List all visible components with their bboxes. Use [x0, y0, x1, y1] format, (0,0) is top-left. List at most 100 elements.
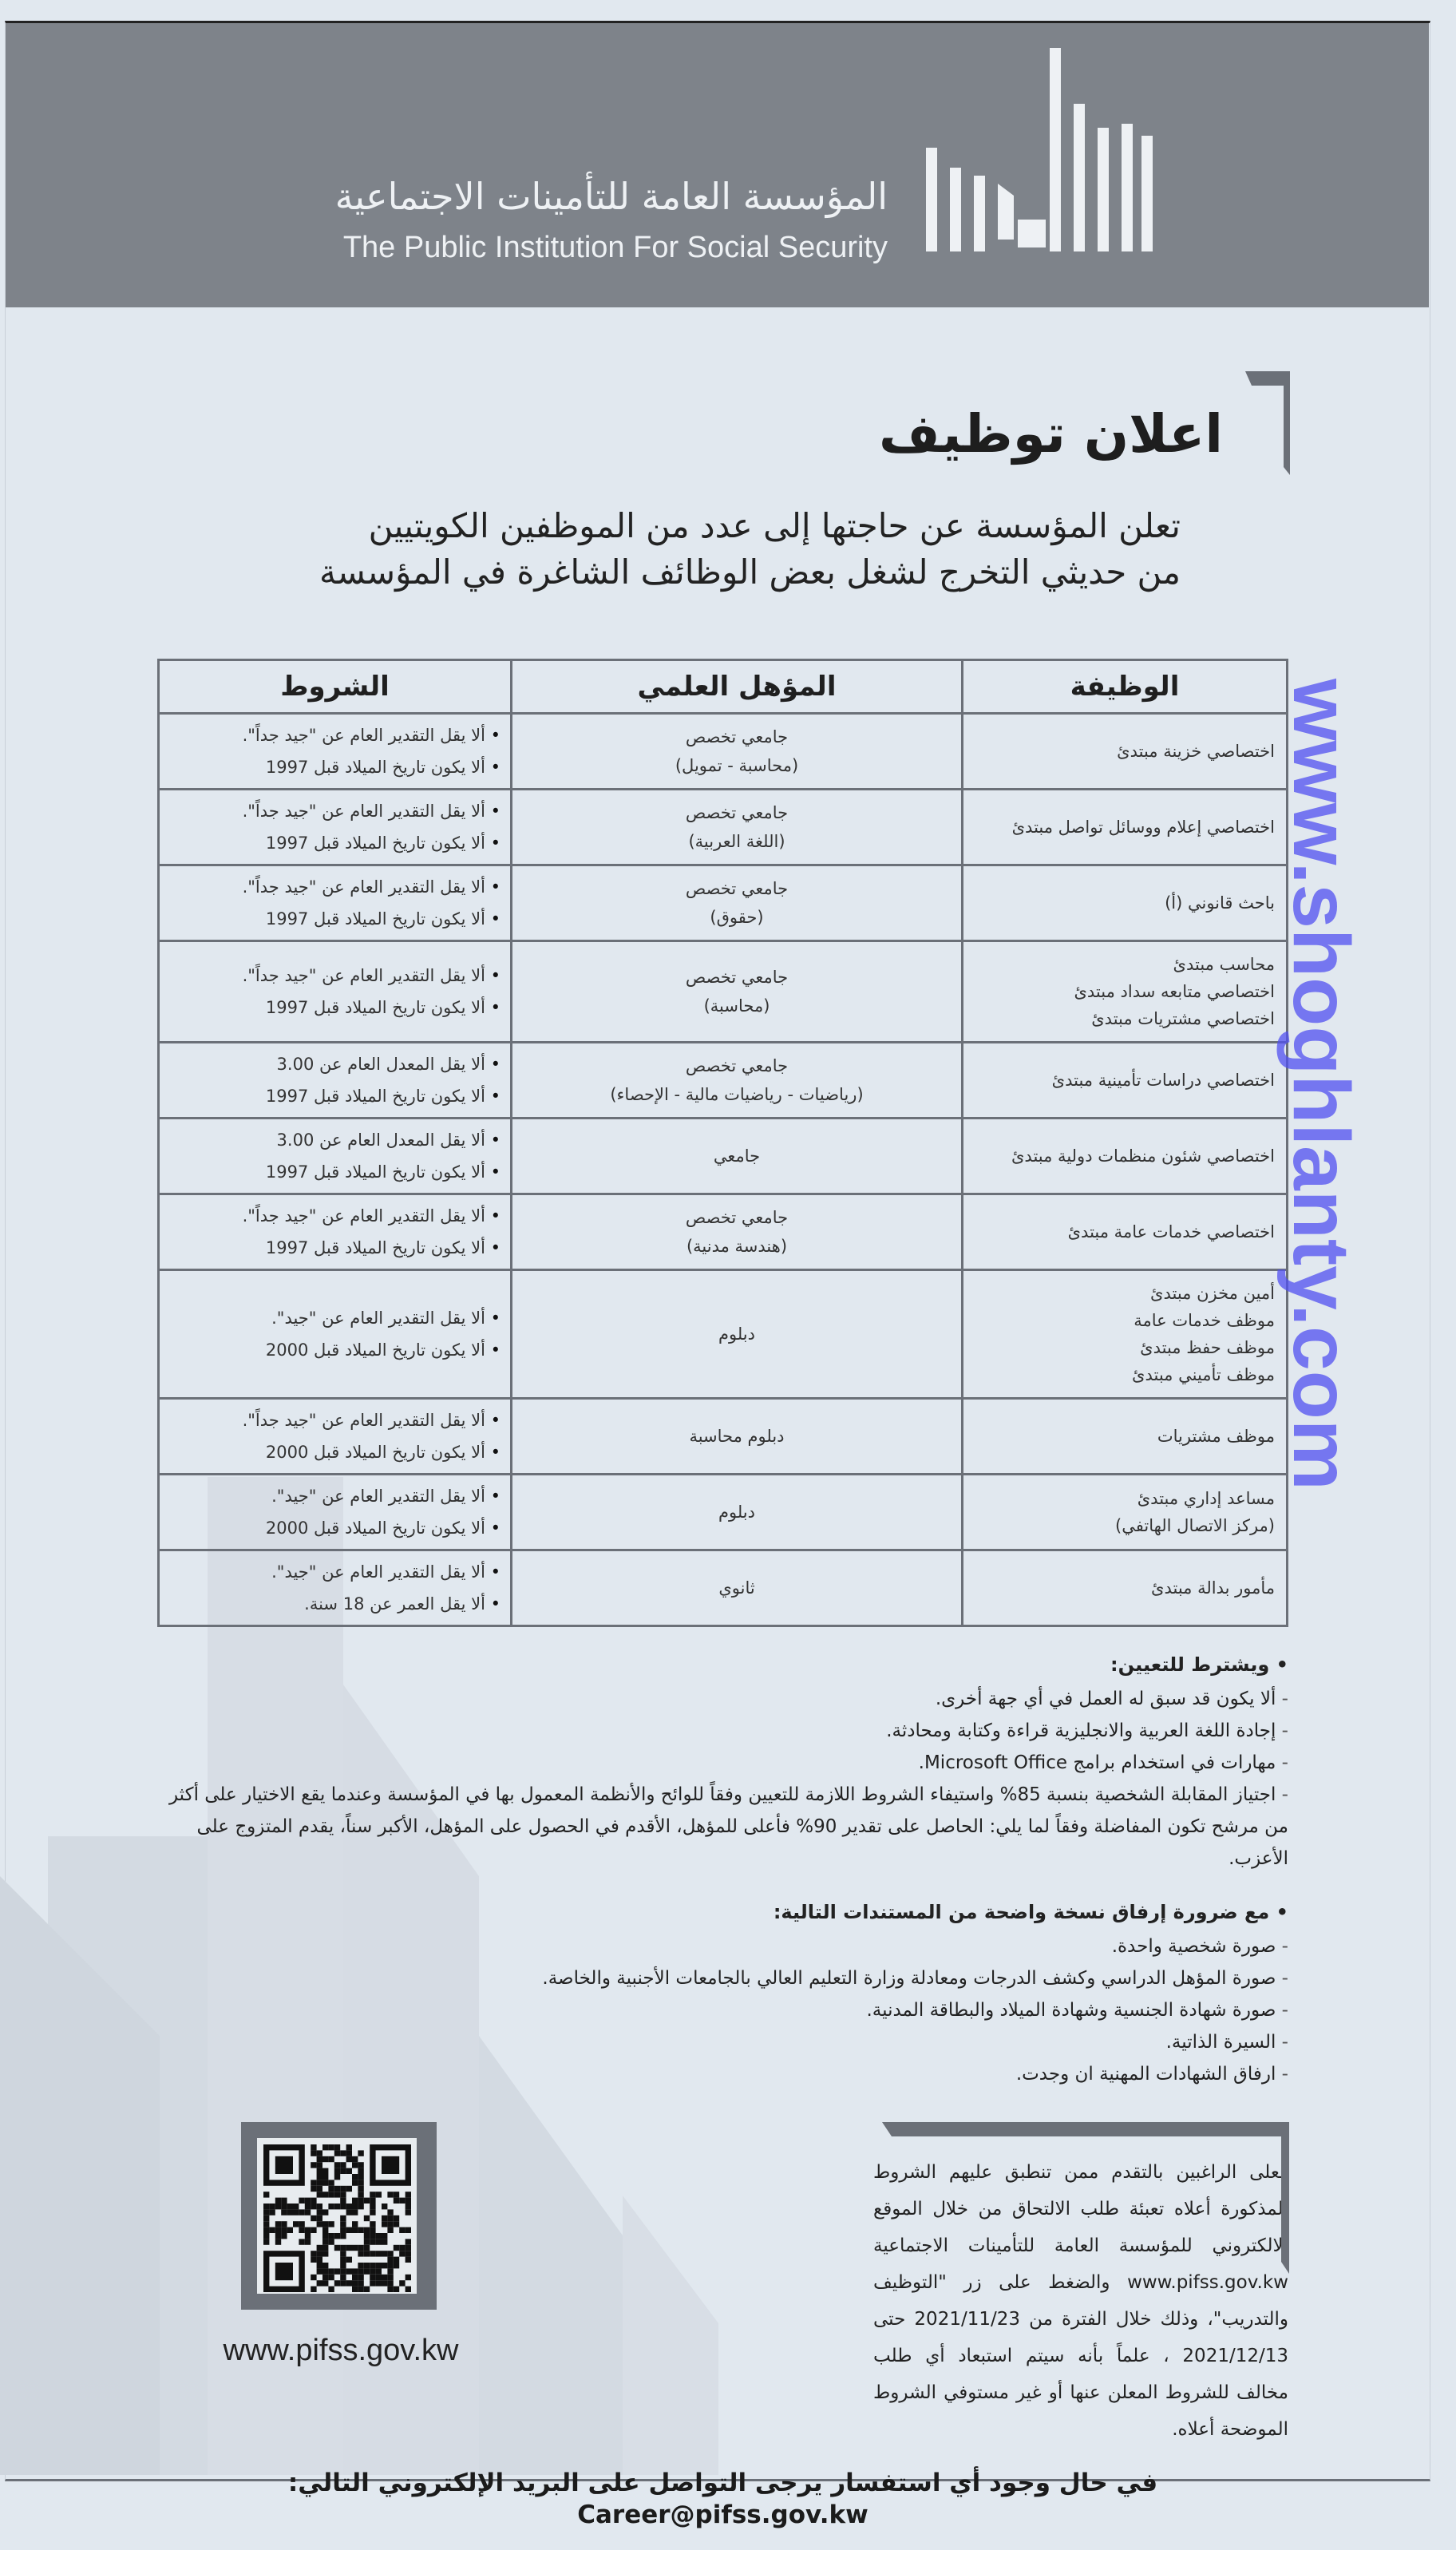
qr-module [358, 2185, 364, 2192]
qr-code[interactable] [241, 2122, 441, 2314]
qr-module [405, 2251, 411, 2257]
table-row: اختصاصي خزينة مبتدئ جامعي تخصص (محاسبة - ت… [157, 712, 1288, 790]
conditions-cell: ألا يقل التقدير العام عن "جيد جداً".ألا … [157, 1193, 512, 1271]
qr-module [387, 2251, 394, 2257]
cell-line: ثانوي [718, 1578, 755, 1598]
job-cell: اختصاصي شئون منظمات دولية مبتدئ [961, 1117, 1288, 1195]
page-title: اعلان توظيف [879, 403, 1223, 465]
document-item: صورة شهادة الجنسية وشهادة الميلاد والبطا… [157, 1994, 1288, 2026]
conditions-cell: ألا يقل التقدير العام عن "جيد جداً".ألا … [157, 940, 512, 1043]
cell-line: موظف حفظ مبتدئ [1140, 1338, 1275, 1357]
condition-item: ألا يقل التقدير العام عن "جيد جداً". [169, 871, 500, 903]
qr-module [311, 2185, 317, 2192]
cell-line: موظف تأميني مبتدئ [1132, 1365, 1275, 1384]
qr-module [328, 2286, 334, 2292]
qr-module [358, 2286, 364, 2292]
qr-module [375, 2263, 382, 2269]
requirement-item: إجادة اللغة العربية والانجليزية قراءة وك… [157, 1715, 1288, 1747]
qr-module [346, 2204, 352, 2210]
qr-module [358, 2204, 364, 2210]
qr-module [387, 2263, 394, 2269]
qr-module [281, 2204, 287, 2210]
qr-module [340, 2168, 346, 2174]
qr-module [299, 2209, 305, 2215]
condition-item: ألا يقل التقدير العام عن "جيد". [169, 1302, 500, 1334]
qr-module [263, 2215, 270, 2222]
qr-module [387, 2256, 394, 2263]
qr-module [340, 2244, 346, 2251]
watermark: www.shoghlanty.com [1276, 679, 1366, 1491]
condition-item: ألا يقل المعدل العام عن 3.00 [169, 1048, 500, 1080]
cell-line: محاسب مبتدئ [1173, 955, 1275, 974]
qr-module [334, 2280, 341, 2287]
qr-module [328, 2192, 334, 2198]
qualification-cell: ثانوي [510, 1549, 963, 1627]
qr-module [322, 2209, 329, 2215]
qr-module [405, 2192, 411, 2198]
qr-module [304, 2197, 311, 2204]
qr-module [393, 2215, 400, 2222]
qualification-cell: جامعي تخصص (محاسبة) [510, 940, 963, 1043]
document-item: صورة شخصية واحدة. [157, 1930, 1288, 1962]
cell-line: مساعد إداري مبتدئ [1137, 1489, 1275, 1508]
qr-module [328, 2239, 334, 2245]
qr-module [393, 2256, 400, 2263]
condition-item: ألا يكون تاريخ الميلاد قبل 1997 [169, 1156, 500, 1188]
qr-module [304, 2227, 311, 2233]
requirement-item: ألا يكون قد سبق له العمل في أي جهة أخرى. [157, 1683, 1288, 1715]
cell-line: مأمور بدالة مبتدئ [1151, 1578, 1275, 1598]
table-row: مساعد إداري مبتدئ (مركز الاتصال الهاتفي) د… [157, 1473, 1288, 1551]
qr-module [352, 2197, 358, 2204]
qr-module [387, 2274, 394, 2281]
table-header-row: الوظيفة المؤهل العلمي الشروط [157, 659, 1288, 715]
cell-line: (محاسبة - تمويل) [675, 756, 799, 775]
qr-module [370, 2251, 376, 2257]
qr-module [375, 2280, 382, 2287]
qr-module [405, 2256, 411, 2263]
qr-module [263, 2204, 270, 2210]
jobs-table: الوظيفة المؤهل العلمي الشروط اختصاصي خزي… [157, 659, 1288, 1627]
qr-module [340, 2227, 346, 2233]
condition-item: ألا يقل التقدير العام عن "جيد جداً". [169, 795, 500, 827]
conditions-cell: ألا يقل التقدير العام عن "جيد".ألا يكون … [157, 1269, 512, 1400]
qr-module [346, 2156, 352, 2163]
job-cell: موظف مشتريات [961, 1397, 1288, 1475]
qr-module [293, 2221, 299, 2227]
website-url[interactable]: www.pifss.gov.kw [223, 2334, 459, 2367]
qr-module [322, 2280, 329, 2287]
qr-module [340, 2274, 346, 2281]
qr-finder [382, 2156, 400, 2174]
page-frame [5, 21, 1430, 2481]
qr-module [340, 2197, 346, 2204]
qualification-cell: جامعي تخصص (رياضيات - رياضيات مالية - الإ… [510, 1041, 963, 1119]
qr-module [287, 2204, 293, 2210]
qr-module [322, 2221, 329, 2227]
qr-module [316, 2256, 322, 2263]
qr-module [352, 2221, 358, 2227]
qr-module [358, 2251, 364, 2257]
conditions-cell: ألا يقل التقدير العام عن "جيد".ألا يكون … [157, 1473, 512, 1551]
qr-module [340, 2162, 346, 2168]
condition-item: ألا يكون تاريخ الميلاد قبل 1997 [169, 1080, 500, 1112]
qr-module [322, 2156, 329, 2163]
condition-item: ألا يقل التقدير العام عن "جيد". [169, 1480, 500, 1512]
qr-module [316, 2280, 322, 2287]
qr-module [382, 2280, 388, 2287]
qr-module [352, 2204, 358, 2210]
qr-module [328, 2144, 334, 2151]
qr-module [328, 2221, 334, 2227]
qr-module [382, 2204, 388, 2210]
qr-module [358, 2197, 364, 2204]
qr-column: www.pifss.gov.kw [157, 2122, 524, 2368]
qr-module [358, 2162, 364, 2168]
qr-module [387, 2221, 394, 2227]
qr-module [358, 2174, 364, 2180]
condition-item: ألا يكون تاريخ الميلاد قبل 1997 [169, 992, 500, 1024]
qr-module [382, 2239, 388, 2245]
table-row: مأمور بدالة مبتدئ ثانوي ألا يقل التقدير ال… [157, 1549, 1288, 1627]
qr-module [352, 2274, 358, 2281]
qualification-cell: دبلوم [510, 1473, 963, 1551]
documents-list: صورة شخصية واحدة.صورة المؤهل الدراسي وكش… [157, 1930, 1288, 2090]
qr-module [375, 2233, 382, 2239]
qr-module [352, 2174, 358, 2180]
